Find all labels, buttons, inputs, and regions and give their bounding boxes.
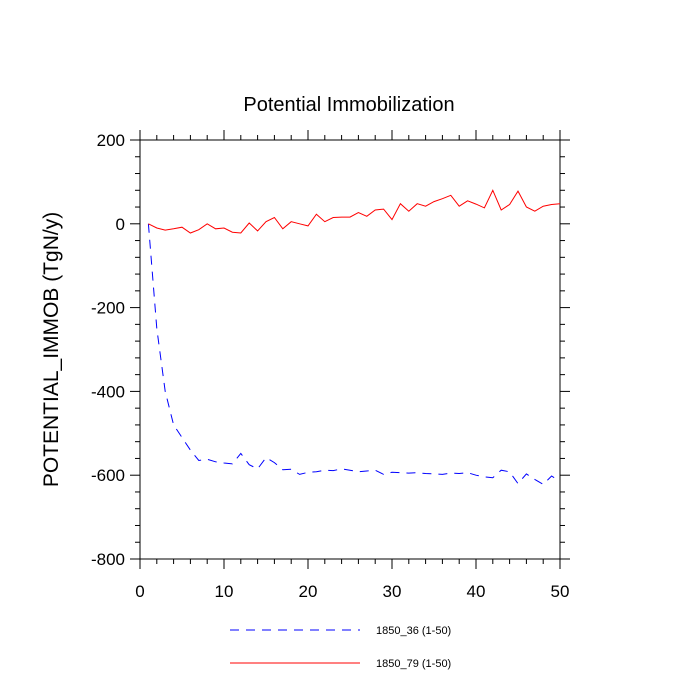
x-tick-label: 20 [299,582,318,601]
y-tick-label: -400 [91,382,125,401]
y-tick-label: -600 [91,466,125,485]
x-tick-label: 50 [551,582,570,601]
y-tick-label: -200 [91,299,125,318]
legend-label-1: 1850_36 (1-50) [376,625,451,637]
y-tick-label: 200 [97,131,125,150]
y-tick-label: 0 [116,215,125,234]
series-line-1 [147,223,561,486]
x-tick-label: 40 [467,582,486,601]
y-axis-label: POTENTIAL_IMMOB (TgN/y) [40,212,63,487]
chart-title: Potential Immobilization [243,94,454,116]
series-line-2 [148,189,561,234]
series-layer [147,189,561,486]
x-tick-label: 10 [215,582,234,601]
axis-ticks: 0 10 20 30 40 50 200 0 -200 -400 -600 -800 [91,130,570,601]
legend: 1850_36 (1-50) 1850_79 (1-50) [230,625,451,670]
x-tick-label: 30 [383,582,402,601]
y-tick-label: -800 [91,550,125,569]
x-tick-label: 0 [135,582,144,601]
plot-frame [139,139,561,560]
legend-label-2: 1850_79 (1-50) [376,658,451,670]
